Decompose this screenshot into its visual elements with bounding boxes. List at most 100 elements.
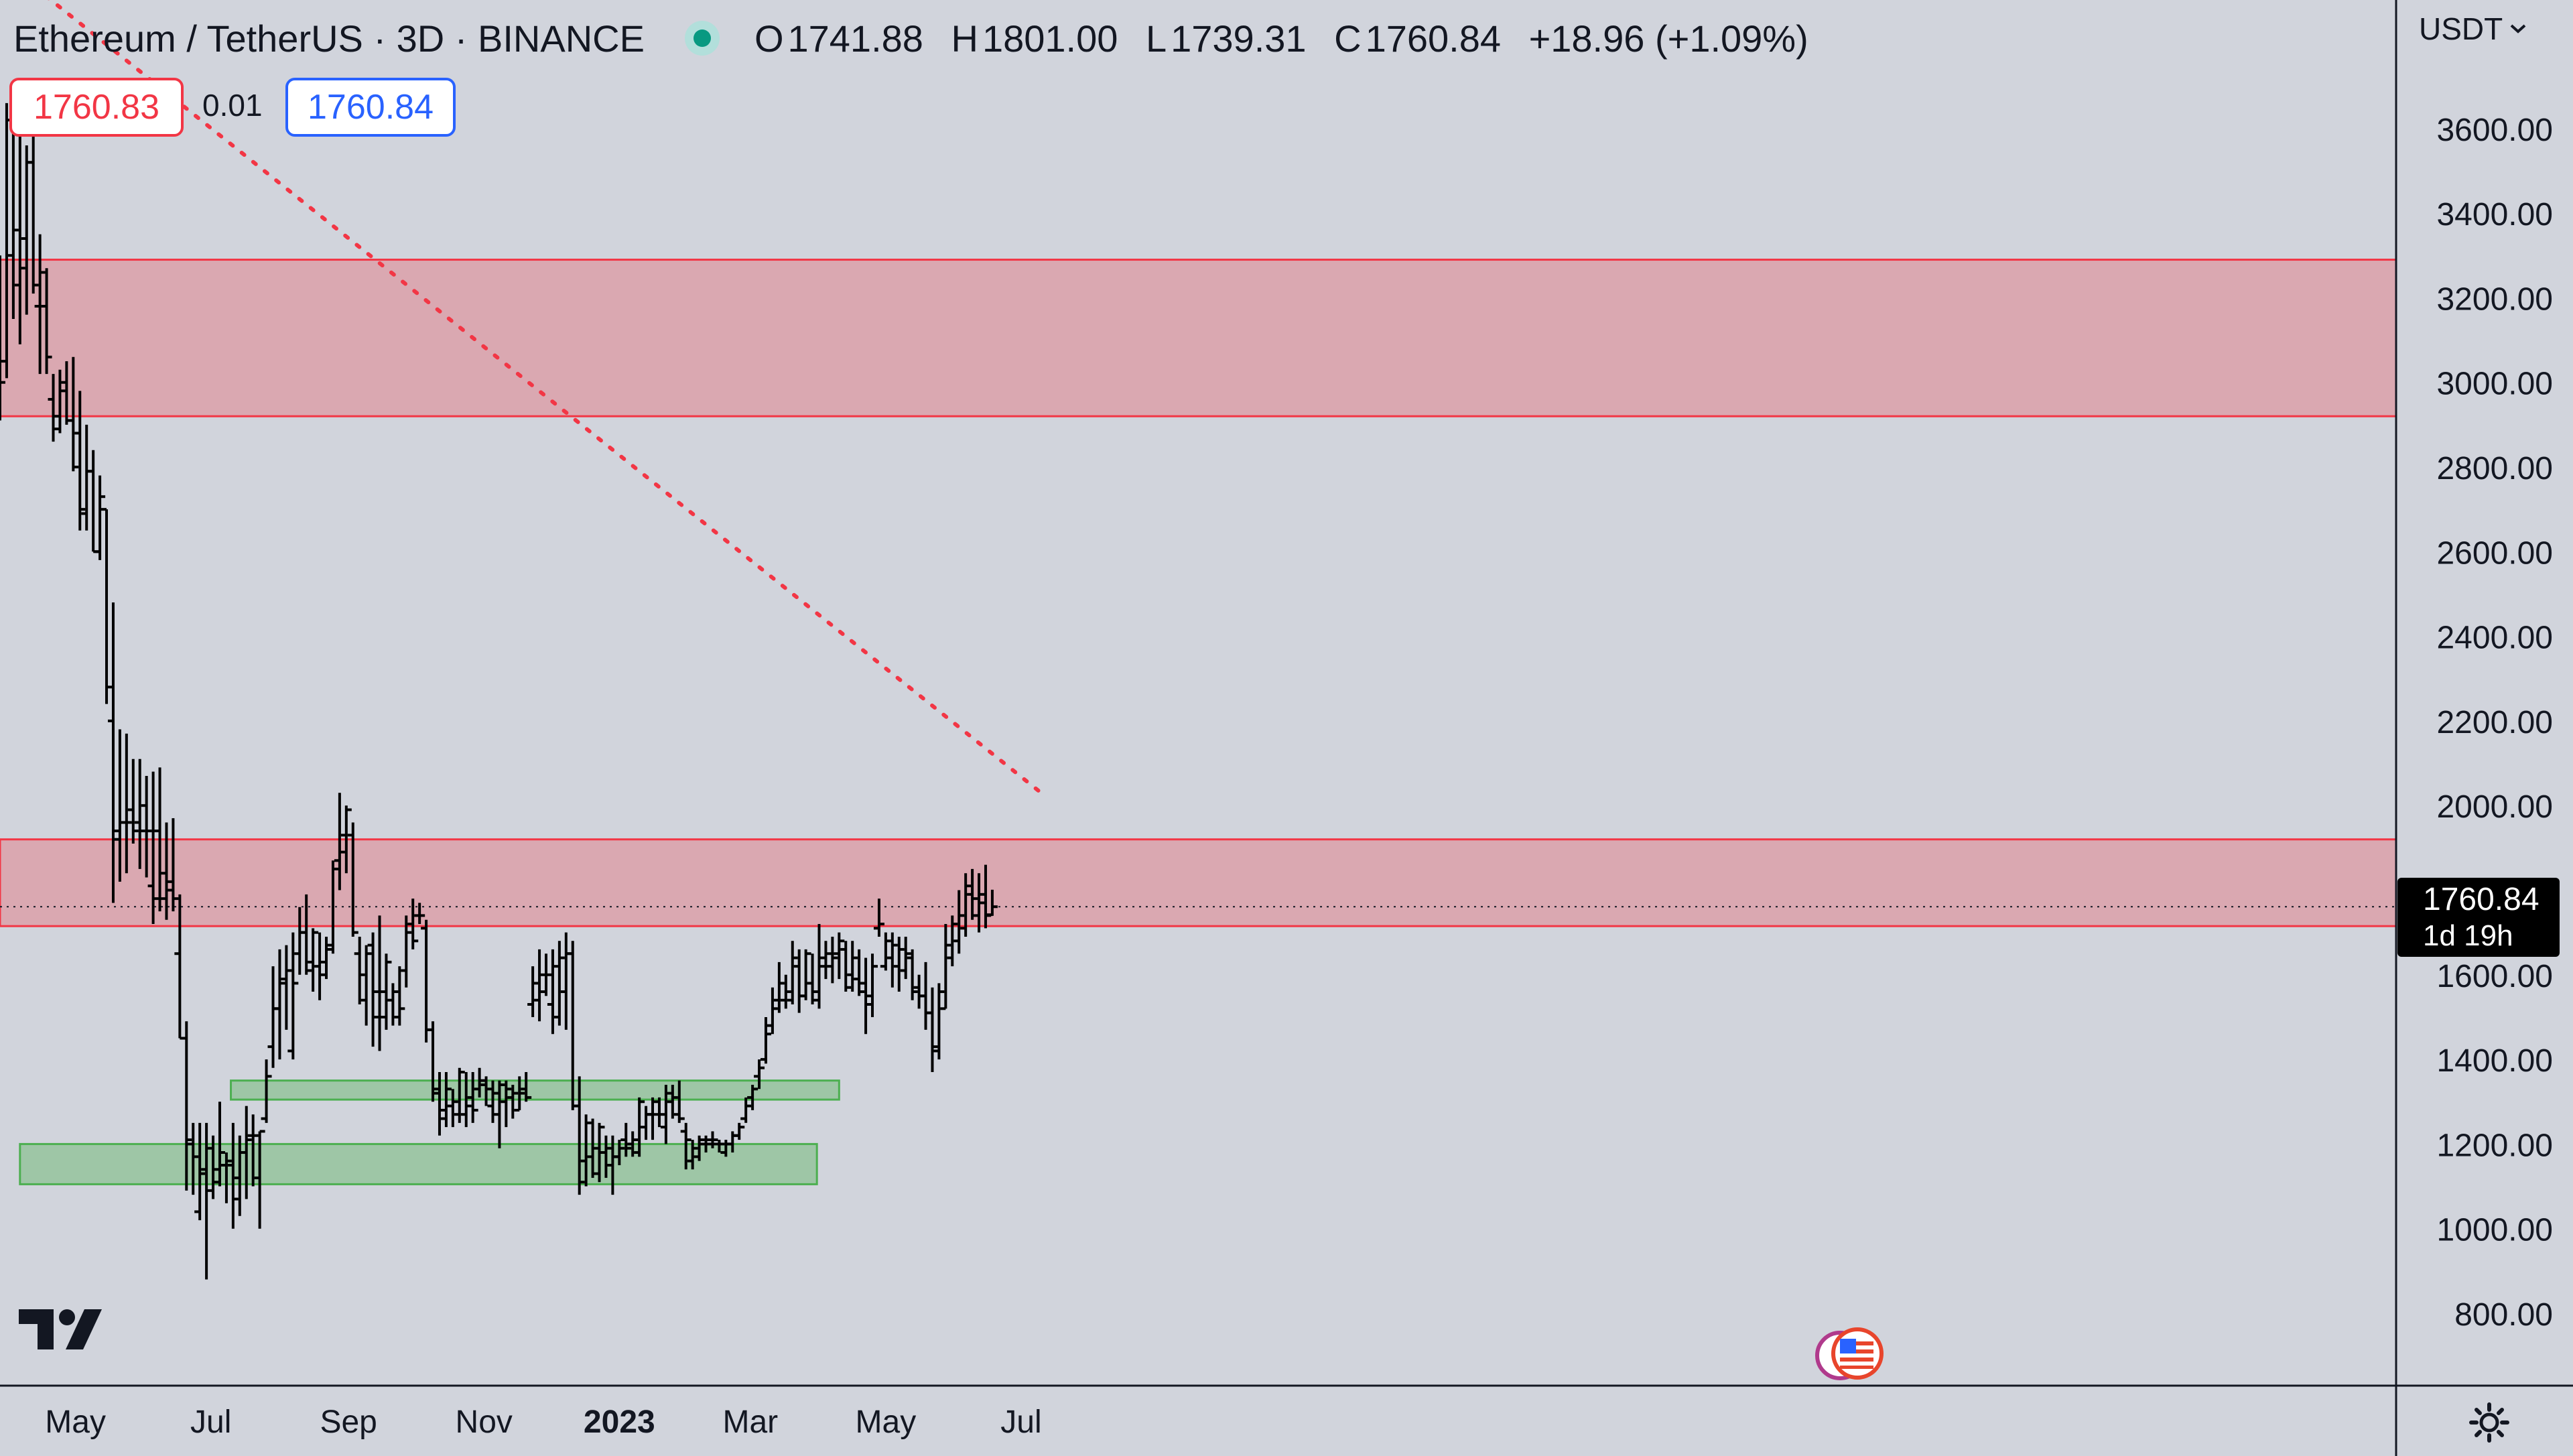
price-tick-label: 3200.00: [2436, 281, 2553, 317]
ohlc-bar: [900, 936, 911, 980]
ohlc-bar: [527, 966, 539, 1017]
ohlc-bar: [460, 1072, 472, 1128]
price-tick-label: 2000.00: [2436, 789, 2553, 825]
time-tick-label: Sep: [320, 1404, 377, 1440]
ohlc-bar: [121, 733, 132, 874]
ohlc-bar: [974, 873, 985, 933]
ohlc-bar: [820, 941, 832, 980]
ohlc-bar: [181, 1021, 192, 1191]
ohlc-bar: [327, 860, 338, 954]
ohlc-bar: [807, 953, 818, 1005]
price-tick-label: 3600.00: [2436, 113, 2553, 148]
ohlc-bar: [947, 915, 958, 967]
ohlc-bar: [434, 1072, 445, 1136]
bars-layer: [0, 103, 998, 1280]
ohlc-bar: [694, 1135, 705, 1161]
ohlc-bar: [74, 391, 86, 531]
ohlc-bar: [14, 128, 25, 344]
ohlc-bar: [447, 1089, 458, 1128]
ohlc-bar: [620, 1122, 632, 1157]
ohlc-bar: [787, 941, 798, 1005]
ohlc-bar: [54, 369, 66, 434]
time-tick-label: May: [45, 1404, 106, 1440]
us-flag-badge-icon[interactable]: [1815, 1325, 1888, 1386]
ohlc-bar: [927, 987, 938, 1073]
ohlc-bar: [700, 1135, 712, 1153]
price-scale[interactable]: 3600.00 3400.00 3200.00 3000.00 2800.00 2600.…: [2436, 113, 2553, 1333]
ohlc-bar: [347, 822, 358, 937]
ohlc-bar: [714, 1140, 725, 1153]
ohlc-bar: [427, 1021, 439, 1102]
ohlc-bar: [41, 268, 52, 375]
ohlc-bar: [507, 1084, 519, 1119]
ohlc-bar: [480, 1076, 492, 1106]
price-tick-label: 2800.00: [2436, 451, 2553, 486]
ohlc-bar: [247, 1114, 259, 1187]
support-zone: [230, 1079, 840, 1101]
ohlc-bar: [647, 1097, 659, 1140]
price-tick-label: 1400.00: [2436, 1043, 2553, 1079]
ohlc-bar: [287, 932, 299, 1060]
ohlc-bar: [487, 1080, 499, 1123]
ohlc-bar: [161, 822, 172, 920]
gear-icon[interactable]: [2468, 1402, 2510, 1443]
symbol-title[interactable]: Ethereum / TetherUS · 3D · BINANCE: [13, 17, 645, 60]
ohlc-bar: [94, 475, 106, 560]
ohlc-bar: [747, 1084, 758, 1110]
ohlc-bar: [553, 941, 565, 1026]
ohlc-bar: [308, 928, 319, 992]
ohlc-bar: [321, 936, 332, 980]
market-open-dot-icon: [684, 21, 720, 56]
ohlc-bar: [220, 1152, 232, 1203]
ohlc-bar: [660, 1084, 671, 1144]
time-scale[interactable]: May Jul Sep Nov 2023 Mar May Jul: [45, 1404, 1041, 1440]
chevron-down-icon: [2510, 24, 2526, 34]
ohlc-bar: [600, 1135, 612, 1178]
ohlc-bar: [0, 255, 5, 421]
last-price-label: 1760.84 1d 19h: [2397, 878, 2560, 957]
ohlc-bar: [953, 890, 965, 954]
ohlc-bar: [381, 953, 392, 1030]
ohlc-bar: [394, 966, 405, 1026]
price-tick-label: 3000.00: [2436, 367, 2553, 402]
ohlc-bar: [194, 1122, 206, 1221]
ohlc-bar: [387, 983, 399, 1026]
last-price-value: 1760.84: [2423, 882, 2539, 917]
ohlc-bar: [354, 936, 365, 1005]
ohlc-bar: [840, 941, 852, 992]
ohlc-bar: [281, 945, 292, 1030]
sell-price-button[interactable]: 1760.83: [9, 78, 184, 137]
ohlc-bar: [407, 899, 419, 949]
plot-area[interactable]: [0, 0, 2396, 1386]
ohlc-bar: [933, 983, 945, 1060]
ohlc-bar: [154, 767, 166, 912]
ohlc-bar: [574, 1076, 585, 1195]
resistance-zone: [0, 259, 2397, 417]
ohlc-bar: [101, 508, 113, 704]
ohlc-bar: [314, 932, 326, 1000]
currency-selector[interactable]: USDT: [2419, 11, 2527, 47]
buy-price-button[interactable]: 1760.84: [285, 78, 456, 137]
ohlc-bar: [48, 374, 59, 442]
ohlc-bar: [893, 936, 905, 992]
tradingview-logo-icon[interactable]: [16, 1307, 103, 1353]
close-value: C 1760.84: [1334, 17, 1501, 60]
ohlc-bar: [886, 932, 898, 988]
ohlc-bar: [501, 1080, 512, 1128]
ohlc-bar: [754, 1059, 765, 1089]
change-value: +18.96 (+1.09%): [1528, 17, 1808, 60]
time-tick-label: Nov: [456, 1404, 513, 1440]
ohlc-bar: [587, 1118, 598, 1178]
ohlc-bar: [494, 1080, 505, 1148]
ohlc-bar: [367, 932, 379, 1047]
ohlc-bar: [614, 1140, 625, 1165]
ohlc-bar: [214, 1102, 225, 1187]
ohlc-bar: [760, 1016, 771, 1064]
ohlc-bar: [860, 957, 872, 1035]
ohlc-bar: [653, 1097, 665, 1128]
time-tick-label: Jul: [1000, 1404, 1041, 1440]
ohlc-bar: [813, 924, 825, 1009]
ohlc-bar: [360, 945, 372, 1026]
